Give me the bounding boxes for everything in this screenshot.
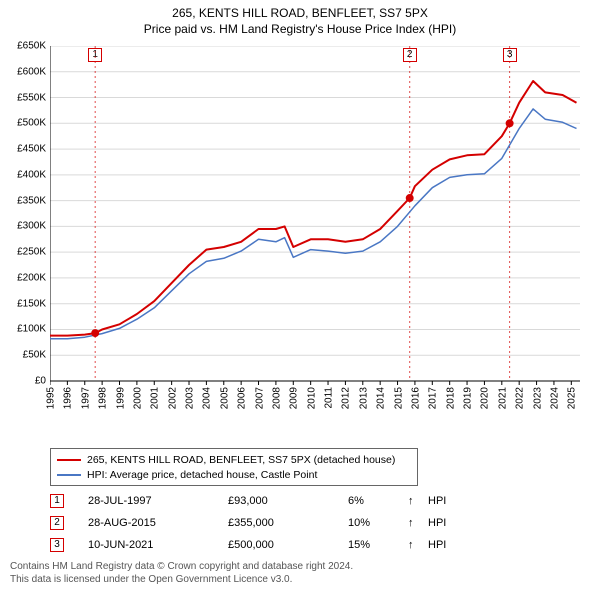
x-tick-label: 1999	[113, 387, 126, 409]
sale-row: 1 28-JUL-1997£93,0006%↑HPI	[50, 490, 580, 512]
y-tick-label: £550K	[17, 92, 50, 103]
sale-price: £500,000	[228, 539, 348, 551]
x-tick-label: 2023	[530, 387, 543, 409]
title-sub: Price paid vs. HM Land Registry's House …	[0, 22, 600, 36]
footer-attribution: Contains HM Land Registry data © Crown c…	[10, 561, 353, 586]
y-tick-label: £500K	[17, 118, 50, 129]
y-tick-label: £0	[35, 376, 50, 387]
y-tick-label: £150K	[17, 298, 50, 309]
x-tick-label: 2022	[513, 387, 526, 409]
figure-root: 265, KENTS HILL ROAD, BENFLEET, SS7 5PX …	[0, 0, 600, 590]
legend-label: 265, KENTS HILL ROAD, BENFLEET, SS7 5PX …	[87, 454, 395, 466]
footer-line-1: Contains HM Land Registry data © Crown c…	[10, 561, 353, 574]
up-arrow-icon: ↑	[408, 517, 428, 529]
y-tick-label: £400K	[17, 169, 50, 180]
x-tick-label: 2007	[252, 387, 265, 409]
x-tick-label: 1997	[78, 387, 91, 409]
series-line	[50, 109, 577, 339]
footer-line-2: This data is licensed under the Open Gov…	[10, 574, 353, 587]
title-main: 265, KENTS HILL ROAD, BENFLEET, SS7 5PX	[0, 6, 600, 20]
y-tick-label: £250K	[17, 247, 50, 258]
titles: 265, KENTS HILL ROAD, BENFLEET, SS7 5PX …	[0, 0, 600, 36]
sale-price: £355,000	[228, 517, 348, 529]
x-tick-label: 2002	[165, 387, 178, 409]
x-tick-label: 1995	[44, 387, 57, 409]
x-tick-label: 2000	[130, 387, 143, 409]
x-tick-label: 2025	[565, 387, 578, 409]
x-tick-label: 2016	[408, 387, 421, 409]
sale-row-badge: 1	[50, 494, 64, 508]
sale-vs: HPI	[428, 539, 446, 551]
x-tick-label: 1996	[61, 387, 74, 409]
x-tick-label: 2021	[495, 387, 508, 409]
x-tick-label: 2024	[547, 387, 560, 409]
x-tick-label: 2001	[148, 387, 161, 409]
legend-swatch	[57, 459, 81, 461]
sale-date: 28-JUL-1997	[88, 495, 228, 507]
x-tick-label: 2004	[200, 387, 213, 409]
x-tick-label: 2017	[426, 387, 439, 409]
y-tick-label: £300K	[17, 221, 50, 232]
sale-row-badge: 2	[50, 516, 64, 530]
x-tick-label: 2011	[322, 387, 335, 409]
y-tick-label: £200K	[17, 272, 50, 283]
x-tick-label: 2020	[478, 387, 491, 409]
legend-item: 265, KENTS HILL ROAD, BENFLEET, SS7 5PX …	[57, 452, 411, 467]
x-tick-label: 2006	[235, 387, 248, 409]
x-tick-label: 2018	[443, 387, 456, 409]
series-line	[50, 81, 577, 336]
x-tick-label: 2008	[269, 387, 282, 409]
sale-pct: 6%	[348, 495, 408, 507]
sale-pct: 15%	[348, 539, 408, 551]
up-arrow-icon: ↑	[408, 495, 428, 507]
y-tick-label: £650K	[17, 41, 50, 52]
y-tick-label: £600K	[17, 66, 50, 77]
x-tick-label: 2003	[183, 387, 196, 409]
chart-area: £0£50K£100K£150K£200K£250K£300K£350K£400…	[50, 46, 580, 411]
x-tick-label: 2015	[391, 387, 404, 409]
x-tick-label: 2005	[217, 387, 230, 409]
sale-row-badge: 3	[50, 538, 64, 552]
y-tick-label: £50K	[23, 350, 50, 361]
sales-table: 128-JUL-1997£93,0006%↑HPI228-AUG-2015£35…	[50, 490, 580, 556]
x-tick-label: 2014	[374, 387, 387, 409]
x-tick-label: 2019	[461, 387, 474, 409]
legend-label: HPI: Average price, detached house, Cast…	[87, 469, 317, 481]
up-arrow-icon: ↑	[408, 539, 428, 551]
sale-row: 3 10-JUN-2021£500,00015%↑HPI	[50, 534, 580, 556]
sale-pct: 10%	[348, 517, 408, 529]
sale-row: 2 28-AUG-2015£355,00010%↑HPI	[50, 512, 580, 534]
sale-date: 28-AUG-2015	[88, 517, 228, 529]
sale-vs: HPI	[428, 517, 446, 529]
x-tick-label: 2013	[356, 387, 369, 409]
sale-vs: HPI	[428, 495, 446, 507]
sale-date: 10-JUN-2021	[88, 539, 228, 551]
y-tick-label: £100K	[17, 324, 50, 335]
y-tick-label: £450K	[17, 144, 50, 155]
x-tick-label: 2012	[339, 387, 352, 409]
x-tick-label: 1998	[96, 387, 109, 409]
y-tick-label: £350K	[17, 195, 50, 206]
legend-item: HPI: Average price, detached house, Cast…	[57, 467, 411, 482]
x-tick-label: 2010	[304, 387, 317, 409]
legend-box: 265, KENTS HILL ROAD, BENFLEET, SS7 5PX …	[50, 448, 418, 486]
chart-svg	[50, 46, 580, 385]
legend-swatch	[57, 474, 81, 476]
x-tick-label: 2009	[287, 387, 300, 409]
sale-price: £93,000	[228, 495, 348, 507]
